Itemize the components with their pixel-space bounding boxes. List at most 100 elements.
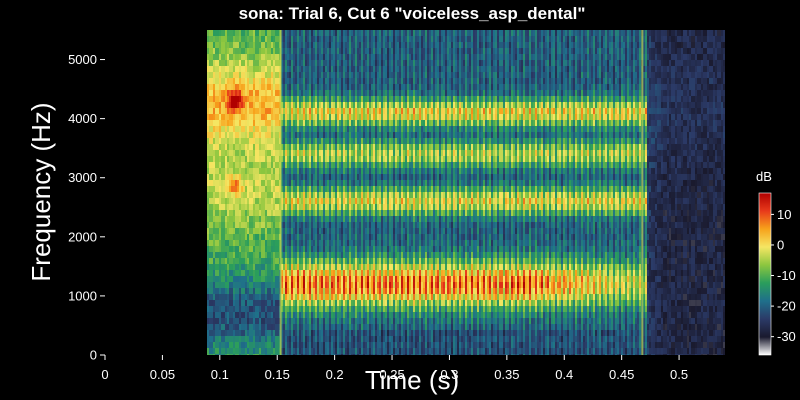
heatmap-cell <box>335 108 338 115</box>
heatmap-cell <box>259 66 262 73</box>
heatmap-cell <box>329 120 332 127</box>
heatmap-cell <box>249 348 252 355</box>
heatmap-cell <box>273 198 276 205</box>
heatmap-cell <box>217 30 220 37</box>
heatmap-cell <box>225 276 228 283</box>
heatmap-cell <box>221 192 224 199</box>
heatmap-cell <box>283 132 286 139</box>
heatmap-cell <box>385 234 388 241</box>
heatmap-cell <box>329 240 332 247</box>
heatmap-cell <box>339 48 342 55</box>
heatmap-cell <box>307 276 310 283</box>
heatmap-cell <box>265 336 268 343</box>
heatmap-cell <box>337 36 340 43</box>
heatmap-cell <box>299 192 302 199</box>
heatmap-cell <box>307 204 310 211</box>
heatmap-cell <box>287 168 290 175</box>
heatmap-cell <box>219 354 222 355</box>
heatmap-cell <box>305 318 308 325</box>
heatmap-cell <box>325 312 328 319</box>
heatmap-cell <box>289 90 292 97</box>
heatmap-cell <box>349 42 352 49</box>
heatmap-cell <box>299 48 302 55</box>
heatmap-cell <box>329 288 332 295</box>
heatmap-cell <box>229 78 232 85</box>
heatmap-cell <box>323 300 326 307</box>
heatmap-cell <box>355 276 358 283</box>
heatmap-cell <box>379 84 382 91</box>
heatmap-cell <box>319 30 322 37</box>
heatmap-cell <box>267 318 270 325</box>
heatmap-cell <box>297 66 300 73</box>
heatmap-cell <box>293 270 296 277</box>
heatmap-cell <box>375 294 378 301</box>
heatmap-cell <box>283 276 286 283</box>
heatmap-cell <box>213 156 216 163</box>
heatmap-cell <box>223 54 226 61</box>
heatmap-cell <box>299 150 302 157</box>
heatmap-cell <box>223 132 226 139</box>
heatmap-cell <box>301 330 304 337</box>
heatmap-cell <box>383 180 386 187</box>
heatmap-cell <box>321 102 324 109</box>
heatmap-cell <box>297 234 300 241</box>
heatmap-cell <box>255 150 258 157</box>
heatmap-cell <box>277 240 280 247</box>
heatmap-cell <box>297 288 300 295</box>
heatmap-cell <box>321 270 324 277</box>
heatmap-cell <box>367 168 370 175</box>
heatmap-cell <box>233 138 236 145</box>
heatmap-cell <box>357 96 360 103</box>
heatmap-cell <box>381 126 384 133</box>
heatmap-cell <box>343 342 346 349</box>
heatmap-cell <box>241 84 244 91</box>
heatmap-cell <box>229 114 232 121</box>
heatmap-cell <box>303 294 306 301</box>
heatmap-cell <box>313 60 316 67</box>
heatmap-cell <box>299 168 302 175</box>
heatmap-cell <box>283 318 286 325</box>
heatmap-cell <box>209 162 212 169</box>
heatmap-cell <box>327 162 330 169</box>
heatmap-cell <box>333 342 336 349</box>
heatmap-cell <box>353 84 356 91</box>
heatmap-cell <box>281 42 284 49</box>
heatmap-cell <box>323 234 326 241</box>
heatmap-cell <box>291 276 294 283</box>
heatmap-cell <box>271 162 274 169</box>
heatmap-cell <box>317 168 320 175</box>
heatmap-cell <box>307 72 310 79</box>
heatmap-cell <box>267 180 270 187</box>
heatmap-cell <box>355 192 358 199</box>
heatmap-cell <box>295 156 298 163</box>
heatmap-cell <box>263 234 266 241</box>
heatmap-cell <box>235 102 238 109</box>
heatmap-cell <box>237 228 240 235</box>
heatmap-cell <box>329 330 332 337</box>
heatmap-cell <box>319 216 322 223</box>
heatmap-cell <box>373 216 376 223</box>
heatmap-cell <box>347 276 350 283</box>
heatmap-cell <box>241 102 244 109</box>
heatmap-cell <box>241 276 244 283</box>
heatmap-cell <box>259 336 262 343</box>
heatmap-cell <box>355 108 358 115</box>
heatmap-cell <box>245 42 248 49</box>
heatmap-cell <box>287 246 290 253</box>
heatmap-cell <box>309 78 312 85</box>
heatmap-cell <box>365 282 368 289</box>
heatmap-cell <box>213 36 216 43</box>
heatmap-cell <box>243 138 246 145</box>
heatmap-cell <box>313 264 316 271</box>
heatmap-cell <box>251 228 254 235</box>
heatmap-cell <box>251 312 254 319</box>
heatmap-cell <box>381 324 384 331</box>
heatmap-cell <box>353 186 356 193</box>
heatmap-cell <box>237 264 240 271</box>
heatmap-cell <box>293 186 296 193</box>
heatmap-cell <box>275 348 278 355</box>
heatmap-cell <box>365 228 368 235</box>
heatmap-cell <box>307 162 310 169</box>
heatmap-cell <box>235 78 238 85</box>
heatmap-cell <box>249 156 252 163</box>
